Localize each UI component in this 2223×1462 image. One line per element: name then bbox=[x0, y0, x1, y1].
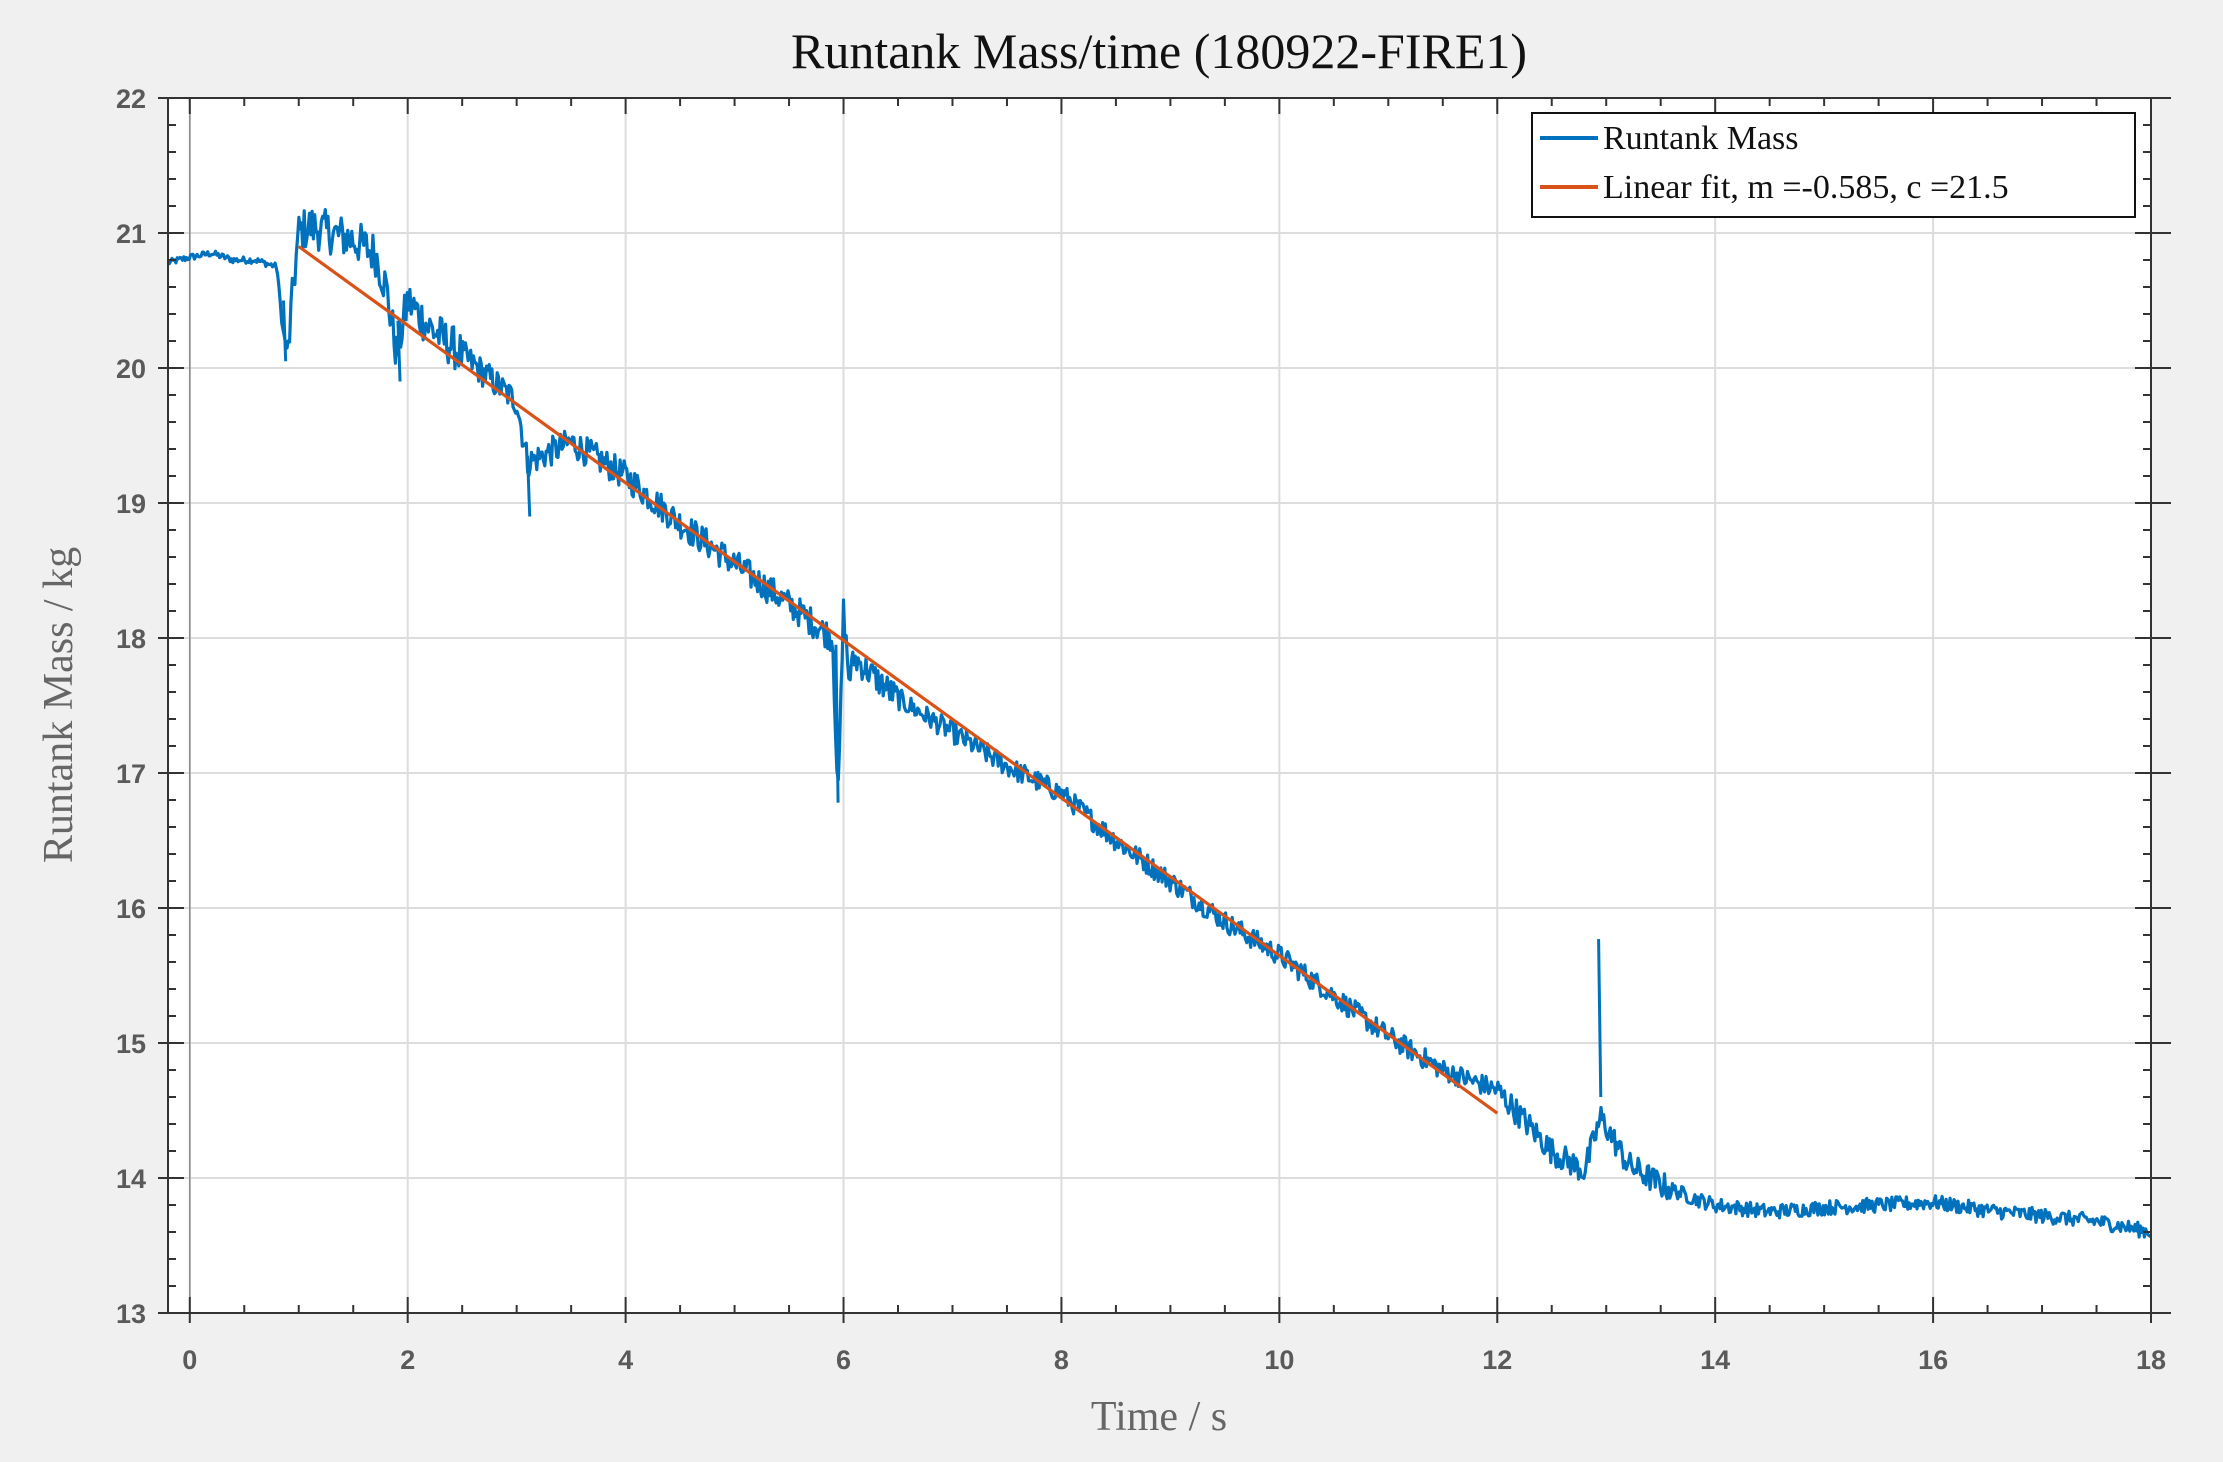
series-linear-fit bbox=[297, 245, 1499, 1115]
y-axis-label: Runtank Mass / kg bbox=[36, 547, 82, 863]
y-tick-label: 17 bbox=[116, 759, 146, 789]
series-runtank-mass-spike bbox=[396, 320, 402, 382]
y-tick-label: 18 bbox=[116, 624, 146, 654]
series-runtank-mass-spike bbox=[526, 455, 532, 517]
x-axis-label: Time / s bbox=[1091, 1394, 1227, 1440]
legend-box bbox=[1531, 112, 2136, 218]
series-layer bbox=[166, 208, 2153, 1239]
y-tick-label: 20 bbox=[116, 354, 146, 384]
plot-frame bbox=[167, 97, 2152, 1314]
x-tick-label: 4 bbox=[618, 1345, 633, 1375]
y-tick-label: 21 bbox=[116, 219, 146, 249]
x-tick-label: 2 bbox=[400, 1345, 415, 1375]
y-tick-label: 16 bbox=[116, 894, 146, 924]
y-tick-label: 22 bbox=[116, 84, 146, 114]
x-tick-label: 16 bbox=[1918, 1345, 1948, 1375]
series-runtank-mass-spike bbox=[1597, 939, 1603, 1098]
y-tick-label: 13 bbox=[116, 1299, 146, 1329]
legend-label-linear-fit: Linear fit, m =-0.585, c =21.5 bbox=[1603, 169, 2009, 206]
legend: Runtank Mass Linear fit, m =-0.585, c =2… bbox=[1531, 112, 2136, 218]
x-tick-label: 0 bbox=[182, 1345, 197, 1375]
ticks bbox=[158, 97, 2171, 1323]
x-tick-label: 8 bbox=[1054, 1345, 1069, 1375]
series-runtank-mass-spike bbox=[281, 300, 288, 362]
legend-label-runtank-mass: Runtank Mass bbox=[1603, 120, 1799, 157]
x-tick-label: 18 bbox=[2136, 1345, 2166, 1375]
y-tick-label: 19 bbox=[116, 489, 146, 519]
x-tick-label: 12 bbox=[1482, 1345, 1512, 1375]
series-runtank-mass bbox=[166, 208, 2153, 1239]
x-tick-label: 10 bbox=[1264, 1345, 1294, 1375]
x-tick-labels: 0 2 4 6 8 10 12 14 16 18 bbox=[182, 1345, 2166, 1375]
x-tick-label: 6 bbox=[836, 1345, 851, 1375]
series-runtank-mass-spike bbox=[834, 644, 840, 803]
chart-title: Runtank Mass/time (180922-FIRE1) bbox=[791, 23, 1527, 79]
y-tick-label: 15 bbox=[116, 1029, 146, 1059]
x-tick-label: 14 bbox=[1700, 1345, 1730, 1375]
y-tick-labels: 13 14 15 16 17 18 19 20 21 22 bbox=[116, 84, 146, 1329]
y-tick-label: 14 bbox=[116, 1164, 146, 1194]
plot-area bbox=[168, 98, 2151, 1313]
